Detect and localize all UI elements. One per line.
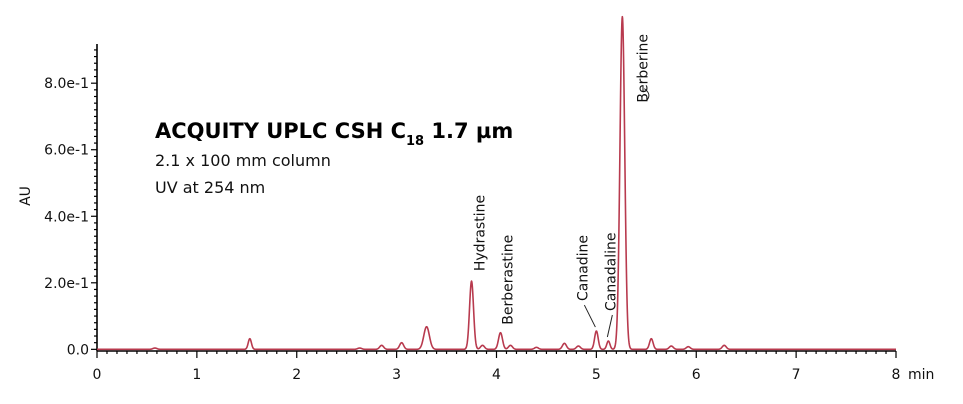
peak-label: Berberine (635, 34, 651, 103)
y-tick-label: 0.0 (67, 342, 89, 358)
peak-annotation: Berberastine (500, 235, 516, 325)
x-tick-label: 1 (192, 367, 201, 383)
chart-title: ACQUITY UPLC CSH C18 1.7 µm (155, 119, 513, 149)
x-tick-label: 7 (792, 367, 801, 383)
peak-label: Hydrastine (473, 195, 489, 271)
y-axis-title: AU (18, 186, 34, 206)
peak-annotation: Canadine (575, 235, 596, 328)
chart-title-suffix: 1.7 µm (424, 119, 513, 143)
y-tick-label: 6.0e-1 (44, 143, 89, 159)
chart-title-block: ACQUITY UPLC CSH C18 1.7 µm 2.1 x 100 mm… (155, 119, 513, 197)
peak-annotations: Hydrastine Berberastine Canadine Canadaline… (473, 34, 651, 338)
chart-subtitle-column: 2.1 x 100 mm column (155, 151, 331, 170)
x-tick-label: 3 (392, 367, 401, 383)
x-ticks: 0 1 2 3 4 5 6 7 8 (93, 351, 901, 383)
x-tick-label: 5 (592, 367, 601, 383)
chromatogram-trace (96, 15, 897, 351)
peak-leader-line (606, 314, 613, 338)
chart-subtitle-detection: UV at 254 nm (155, 178, 265, 197)
peak-annotation: Canadaline (603, 232, 619, 338)
x-tick-label: 2 (292, 367, 301, 383)
x-tick-label: 8 (892, 367, 901, 383)
chart-title-subscript: 18 (406, 134, 424, 149)
y-tick-label: 4.0e-1 (44, 209, 89, 225)
x-tick-label: 6 (692, 367, 701, 383)
x-tick-label: 0 (93, 367, 102, 383)
peak-leader-line (583, 304, 596, 328)
chart-title-main: ACQUITY UPLC CSH C (155, 119, 406, 143)
peak-annotation: Berberine (635, 34, 651, 103)
y-ticks: 0.0 2.0e-1 4.0e-1 6.0e-1 8.0e-1 (44, 49, 97, 358)
x-axis-unit: min (908, 367, 934, 383)
y-tick-label: 8.0e-1 (44, 76, 89, 92)
axes (96, 44, 896, 352)
y-tick-label: 2.0e-1 (44, 276, 89, 292)
peak-label: Canadaline (603, 232, 619, 311)
x-tick-label: 4 (492, 367, 501, 383)
peak-label: Berberastine (500, 235, 516, 325)
peak-annotation: Hydrastine (473, 195, 489, 271)
peak-label: Canadine (575, 235, 591, 301)
peak-leader-line (644, 88, 650, 102)
